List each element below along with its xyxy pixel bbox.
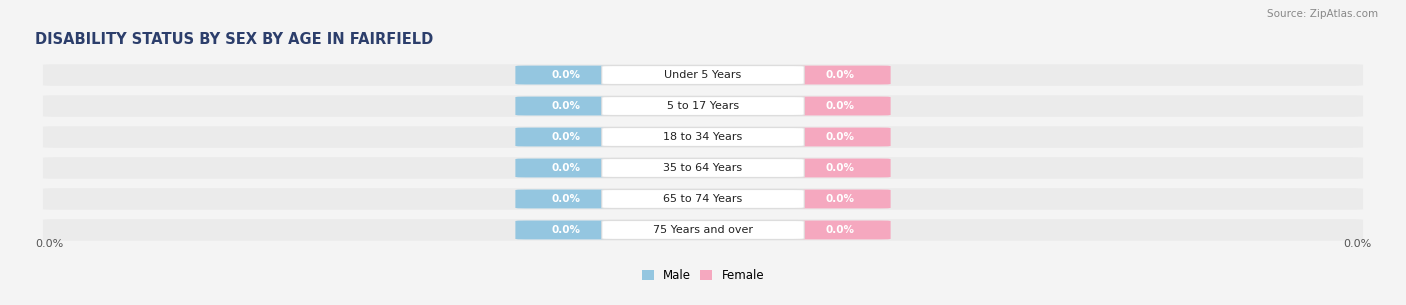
Text: Source: ZipAtlas.com: Source: ZipAtlas.com <box>1267 9 1378 19</box>
Text: 18 to 34 Years: 18 to 34 Years <box>664 132 742 142</box>
FancyBboxPatch shape <box>516 127 617 146</box>
Text: Under 5 Years: Under 5 Years <box>665 70 741 80</box>
Text: DISABILITY STATUS BY SEX BY AGE IN FAIRFIELD: DISABILITY STATUS BY SEX BY AGE IN FAIRF… <box>35 32 433 47</box>
FancyBboxPatch shape <box>602 127 804 146</box>
Text: 0.0%: 0.0% <box>825 132 855 142</box>
FancyBboxPatch shape <box>44 157 1362 179</box>
FancyBboxPatch shape <box>44 126 1362 148</box>
Text: 0.0%: 0.0% <box>1343 239 1371 249</box>
Text: 0.0%: 0.0% <box>551 163 581 173</box>
FancyBboxPatch shape <box>789 221 890 239</box>
Text: 5 to 17 Years: 5 to 17 Years <box>666 101 740 111</box>
Text: 75 Years and over: 75 Years and over <box>652 225 754 235</box>
Text: 0.0%: 0.0% <box>825 70 855 80</box>
Text: 0.0%: 0.0% <box>551 101 581 111</box>
FancyBboxPatch shape <box>516 221 617 239</box>
FancyBboxPatch shape <box>516 97 617 116</box>
FancyBboxPatch shape <box>602 189 804 208</box>
Text: 0.0%: 0.0% <box>551 194 581 204</box>
FancyBboxPatch shape <box>516 66 617 84</box>
Text: 0.0%: 0.0% <box>551 225 581 235</box>
FancyBboxPatch shape <box>516 159 617 178</box>
FancyBboxPatch shape <box>516 189 617 208</box>
FancyBboxPatch shape <box>789 66 890 84</box>
FancyBboxPatch shape <box>44 64 1362 86</box>
FancyBboxPatch shape <box>602 221 804 239</box>
Legend: Male, Female: Male, Female <box>637 265 769 287</box>
FancyBboxPatch shape <box>789 159 890 178</box>
FancyBboxPatch shape <box>789 127 890 146</box>
FancyBboxPatch shape <box>602 66 804 84</box>
FancyBboxPatch shape <box>602 97 804 116</box>
FancyBboxPatch shape <box>789 189 890 208</box>
FancyBboxPatch shape <box>44 95 1362 117</box>
Text: 0.0%: 0.0% <box>825 225 855 235</box>
Text: 0.0%: 0.0% <box>825 163 855 173</box>
FancyBboxPatch shape <box>602 159 804 178</box>
FancyBboxPatch shape <box>44 219 1362 241</box>
FancyBboxPatch shape <box>789 97 890 116</box>
Text: 65 to 74 Years: 65 to 74 Years <box>664 194 742 204</box>
Text: 0.0%: 0.0% <box>551 70 581 80</box>
Text: 0.0%: 0.0% <box>551 132 581 142</box>
Text: 35 to 64 Years: 35 to 64 Years <box>664 163 742 173</box>
FancyBboxPatch shape <box>44 188 1362 210</box>
Text: 0.0%: 0.0% <box>825 194 855 204</box>
Text: 0.0%: 0.0% <box>35 239 63 249</box>
Text: 0.0%: 0.0% <box>825 101 855 111</box>
